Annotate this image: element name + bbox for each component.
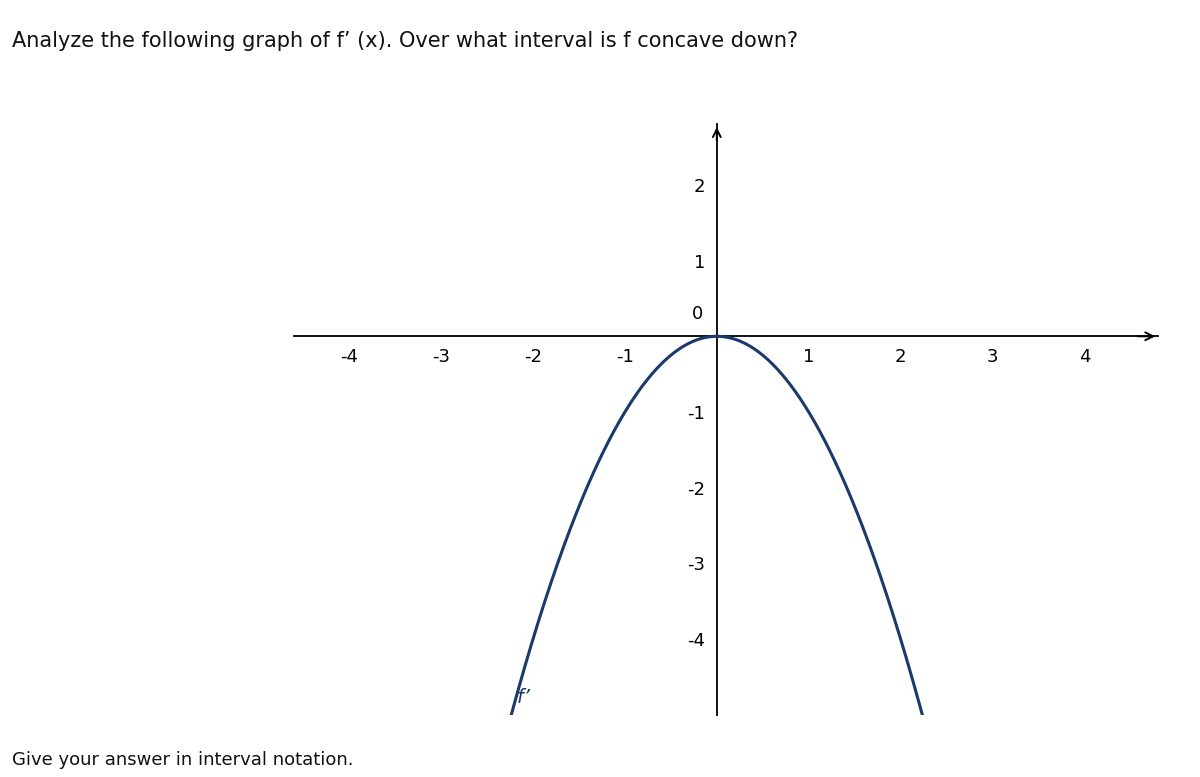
Text: Give your answer in interval notation.: Give your answer in interval notation. [12, 751, 354, 769]
Text: 0: 0 [691, 305, 703, 322]
Text: f’: f’ [516, 688, 530, 708]
Text: Analyze the following graph of f’ (x). Over what interval is f concave down?: Analyze the following graph of f’ (x). O… [12, 31, 798, 51]
